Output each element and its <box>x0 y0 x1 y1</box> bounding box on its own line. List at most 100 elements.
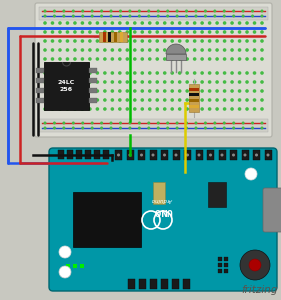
Circle shape <box>209 154 212 157</box>
Circle shape <box>242 122 245 124</box>
Circle shape <box>170 98 174 102</box>
Bar <box>120 32 123 42</box>
Bar <box>189 105 199 108</box>
Circle shape <box>238 39 241 43</box>
Circle shape <box>73 48 77 52</box>
Bar <box>115 150 122 160</box>
Circle shape <box>81 21 84 25</box>
Bar <box>103 32 106 42</box>
Circle shape <box>208 71 211 75</box>
Circle shape <box>66 89 69 93</box>
Circle shape <box>240 250 270 280</box>
Circle shape <box>119 10 122 13</box>
Circle shape <box>185 48 189 52</box>
Circle shape <box>43 48 47 52</box>
Circle shape <box>151 154 155 157</box>
Circle shape <box>133 21 137 25</box>
Circle shape <box>133 48 137 52</box>
Circle shape <box>133 39 137 43</box>
Circle shape <box>59 246 71 258</box>
Circle shape <box>157 14 160 17</box>
Circle shape <box>170 39 174 43</box>
Circle shape <box>73 80 77 84</box>
Circle shape <box>81 30 84 34</box>
Circle shape <box>73 89 77 93</box>
Circle shape <box>223 39 226 43</box>
Circle shape <box>66 57 69 61</box>
Circle shape <box>245 98 249 102</box>
Circle shape <box>126 89 129 93</box>
Circle shape <box>73 107 77 111</box>
Circle shape <box>163 80 167 84</box>
Circle shape <box>251 122 254 124</box>
Circle shape <box>200 21 204 25</box>
Circle shape <box>58 39 62 43</box>
Circle shape <box>100 10 103 13</box>
Circle shape <box>140 30 144 34</box>
Circle shape <box>128 14 132 17</box>
Circle shape <box>230 39 234 43</box>
Circle shape <box>133 89 137 93</box>
Circle shape <box>103 89 107 93</box>
Circle shape <box>223 14 226 17</box>
Circle shape <box>244 154 246 157</box>
Circle shape <box>185 14 188 17</box>
Circle shape <box>193 107 196 111</box>
Circle shape <box>155 71 159 75</box>
Circle shape <box>91 14 94 17</box>
Circle shape <box>73 21 77 25</box>
Circle shape <box>81 122 84 124</box>
Wedge shape <box>166 44 186 54</box>
Circle shape <box>260 30 264 34</box>
Circle shape <box>96 98 99 102</box>
Circle shape <box>155 30 159 34</box>
Circle shape <box>103 98 107 102</box>
Circle shape <box>185 21 189 25</box>
Circle shape <box>193 80 196 84</box>
Circle shape <box>43 80 47 84</box>
Circle shape <box>178 57 182 61</box>
Bar <box>173 150 180 160</box>
Circle shape <box>194 14 198 17</box>
Circle shape <box>245 48 249 52</box>
Circle shape <box>242 14 245 17</box>
Circle shape <box>260 122 264 124</box>
Circle shape <box>96 21 99 25</box>
Circle shape <box>245 39 249 43</box>
Circle shape <box>208 39 211 43</box>
Circle shape <box>213 122 216 124</box>
Circle shape <box>81 10 84 13</box>
Text: 24LC
256: 24LC 256 <box>58 80 75 92</box>
Circle shape <box>193 39 196 43</box>
Circle shape <box>51 21 54 25</box>
Circle shape <box>170 48 174 52</box>
Circle shape <box>185 39 189 43</box>
Circle shape <box>260 107 264 111</box>
Circle shape <box>148 30 151 34</box>
Circle shape <box>186 154 189 157</box>
Bar <box>89 88 97 93</box>
Circle shape <box>157 122 160 124</box>
Circle shape <box>88 57 92 61</box>
Circle shape <box>155 39 159 43</box>
Circle shape <box>230 71 234 75</box>
Bar <box>161 279 168 289</box>
Circle shape <box>155 89 159 93</box>
Circle shape <box>58 48 62 52</box>
Circle shape <box>170 107 174 111</box>
Circle shape <box>138 122 141 124</box>
Circle shape <box>253 57 256 61</box>
Circle shape <box>110 127 113 130</box>
Circle shape <box>103 48 107 52</box>
Circle shape <box>200 89 204 93</box>
Circle shape <box>91 122 94 124</box>
Circle shape <box>223 57 226 61</box>
Circle shape <box>140 107 144 111</box>
Circle shape <box>238 107 241 111</box>
Circle shape <box>128 127 132 130</box>
Circle shape <box>96 89 99 93</box>
Bar <box>36 98 44 103</box>
Circle shape <box>163 98 167 102</box>
Circle shape <box>238 71 241 75</box>
Circle shape <box>133 71 137 75</box>
